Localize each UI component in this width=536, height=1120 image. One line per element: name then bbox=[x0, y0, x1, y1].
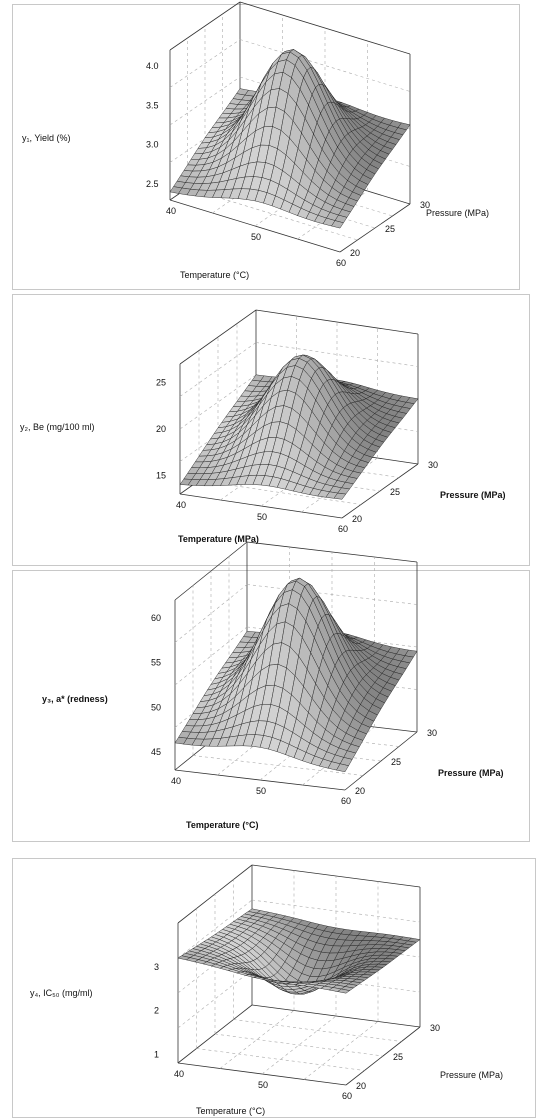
x-tick-label: 60 bbox=[341, 796, 351, 806]
ticks-4: 40 50 60 20 25 30 1 2 3 bbox=[154, 962, 440, 1101]
chart-panel-1: 40 50 60 20 25 30 2.5 3.0 3.5 4.0 y₁, Yield (%) T… bbox=[0, 0, 536, 292]
x-tick-label: 40 bbox=[171, 776, 181, 786]
y-tick-label: 20 bbox=[355, 786, 365, 796]
z-tick-label: 50 bbox=[151, 702, 161, 712]
z-axis-label-2: y₂, Be (mg/100 ml) bbox=[20, 422, 95, 432]
y-tick-label: 20 bbox=[350, 248, 360, 258]
x-tick-label: 40 bbox=[166, 206, 176, 216]
z-tick-label: 4.0 bbox=[146, 61, 159, 71]
y-tick-label: 30 bbox=[420, 200, 430, 210]
x-axis-label-1: Temperature (°C) bbox=[180, 270, 250, 280]
chart-panel-2: 40 50 60 20 25 30 15 20 25 y₂, Be (mg/100 ml) Te… bbox=[0, 294, 536, 568]
z-tick-label: 45 bbox=[151, 747, 161, 757]
surface-cell bbox=[336, 763, 349, 773]
ticks-2: 40 50 60 20 25 30 15 20 25 bbox=[156, 378, 438, 534]
z-axis-label-3: y₃, a* (redness) bbox=[42, 694, 108, 704]
surface-plot-1: 40 50 60 20 25 30 2.5 3.0 3.5 4.0 bbox=[146, 1, 430, 268]
y-axis-line bbox=[344, 731, 418, 791]
z-tick-label: 15 bbox=[156, 470, 166, 480]
y-tick-label: 25 bbox=[385, 224, 395, 234]
x-tick-label: 50 bbox=[251, 232, 261, 242]
grid-line bbox=[246, 584, 418, 605]
grid-line bbox=[192, 755, 364, 776]
x-tick-label: 60 bbox=[338, 524, 348, 534]
z-tick-label: 60 bbox=[151, 613, 161, 623]
surface-cell bbox=[331, 220, 344, 229]
x-tick-label: 60 bbox=[342, 1091, 352, 1101]
grid-line bbox=[233, 1019, 402, 1042]
box-edge bbox=[169, 1, 241, 51]
grid-line bbox=[219, 1010, 295, 1069]
grid-line bbox=[169, 76, 241, 126]
chart-panel-3: 40 50 60 20 25 30 45 50 55 60 y₃, a* (redness) Te… bbox=[0, 541, 536, 842]
chart-frame-4 bbox=[12, 858, 536, 1118]
box-edge bbox=[255, 309, 419, 335]
chart-panel-4: 40 50 60 20 25 30 1 2 3 y₄, IC₅₀ (mg/ml) Tempera… bbox=[0, 858, 536, 1120]
surface-cell bbox=[333, 492, 347, 500]
grid-line bbox=[169, 39, 241, 88]
y-tick-label: 20 bbox=[352, 514, 362, 524]
y-tick-label: 30 bbox=[430, 1023, 440, 1033]
surface-plot-4: 40 50 60 20 25 30 1 2 3 bbox=[154, 864, 440, 1101]
surface-mesh-2 bbox=[179, 354, 419, 500]
x-axis-label-3: Temperature (°C) bbox=[186, 820, 259, 830]
z-axis-label-4: y₄, IC₅₀ (mg/ml) bbox=[30, 988, 93, 998]
z-tick-label: 1 bbox=[154, 1049, 159, 1059]
grid-line bbox=[261, 1015, 337, 1075]
grid-line bbox=[177, 969, 253, 1029]
y-axis-line bbox=[339, 203, 411, 253]
x-tick-label: 40 bbox=[174, 1069, 184, 1079]
y-axis-label-4: Pressure (MPa) bbox=[440, 1070, 504, 1080]
z-axis-label-1: y₁, Yield (%) bbox=[22, 133, 71, 143]
y-tick-label: 30 bbox=[428, 460, 438, 470]
y-axis-label-3: Pressure (MPa) bbox=[438, 768, 504, 778]
ticks-1: 40 50 60 20 25 30 2.5 3.0 3.5 4.0 bbox=[146, 61, 430, 268]
grid-line bbox=[196, 1048, 365, 1071]
z-tick-label: 25 bbox=[156, 378, 166, 388]
y-tick-label: 25 bbox=[391, 757, 401, 767]
y-tick-label: 20 bbox=[356, 1081, 366, 1091]
y-axis-label-1: Pressure (MPa) bbox=[426, 208, 490, 218]
y-tick-label: 25 bbox=[393, 1052, 403, 1062]
surface-mesh-1 bbox=[169, 49, 411, 229]
surface-mesh-3 bbox=[174, 577, 418, 773]
x-tick-label: 40 bbox=[176, 500, 186, 510]
grid-line bbox=[303, 1021, 379, 1080]
x-tick-label: 50 bbox=[256, 786, 266, 796]
z-tick-label: 55 bbox=[151, 658, 161, 668]
grid-line bbox=[251, 899, 421, 923]
x-axis-label-4: Temperature (°C) bbox=[196, 1106, 266, 1116]
y-axis-label-2: Pressure (MPa) bbox=[440, 490, 506, 500]
x-tick-label: 50 bbox=[258, 1080, 268, 1090]
surface-cell bbox=[337, 988, 351, 994]
z-tick-label: 3.5 bbox=[146, 100, 159, 110]
grid-line bbox=[177, 899, 253, 959]
y-tick-label: 25 bbox=[390, 487, 400, 497]
z-tick-label: 2 bbox=[154, 1006, 159, 1016]
surface-plot-2: 40 50 60 20 25 30 15 20 25 bbox=[156, 309, 438, 534]
x-tick-label: 60 bbox=[336, 258, 346, 268]
x-axis-label-2: Temperature (MPa) bbox=[178, 534, 259, 544]
box-edge bbox=[239, 1, 411, 55]
z-tick-label: 20 bbox=[156, 424, 166, 434]
ticks-3: 40 50 60 20 25 30 45 50 55 60 bbox=[151, 613, 437, 806]
z-tick-label: 2.5 bbox=[146, 179, 159, 189]
grid-line bbox=[214, 1033, 384, 1057]
box-edge bbox=[179, 309, 257, 365]
surface-mesh-4 bbox=[177, 908, 421, 995]
z-tick-label: 3 bbox=[154, 962, 159, 972]
y-tick-label: 30 bbox=[427, 728, 437, 738]
x-tick-label: 50 bbox=[257, 512, 267, 522]
surface-plot-3: 40 50 60 20 25 30 45 50 55 60 bbox=[151, 541, 437, 806]
z-tick-label: 3.0 bbox=[146, 140, 159, 150]
